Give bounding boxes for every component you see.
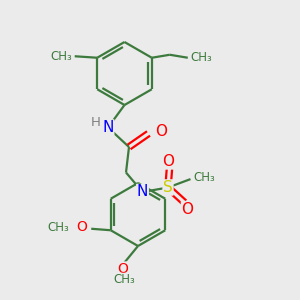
Text: H: H xyxy=(91,116,100,130)
Text: N: N xyxy=(102,120,114,135)
Text: CH₃: CH₃ xyxy=(47,221,69,234)
Text: S: S xyxy=(163,180,173,195)
Text: O: O xyxy=(76,220,87,234)
Text: O: O xyxy=(118,262,128,276)
Text: N: N xyxy=(137,184,148,200)
Text: CH₃: CH₃ xyxy=(114,273,135,286)
Text: CH₃: CH₃ xyxy=(51,50,72,63)
Text: O: O xyxy=(155,124,167,140)
Text: O: O xyxy=(162,154,174,169)
Text: O: O xyxy=(182,202,194,217)
Text: CH₃: CH₃ xyxy=(194,171,215,184)
Text: CH₃: CH₃ xyxy=(190,51,212,64)
